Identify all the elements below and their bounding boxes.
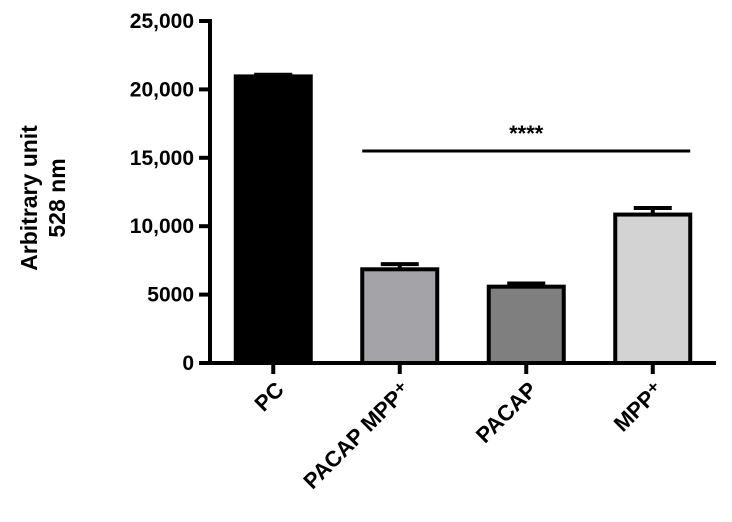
x-tick-label-0: PC xyxy=(249,377,288,416)
y-tick-label-3: 15,000 xyxy=(130,147,194,170)
bar-3 xyxy=(613,212,693,365)
significance-label-0: **** xyxy=(509,121,544,146)
x-tick-label-1: PACAP MPP⁺ xyxy=(298,377,415,494)
bar-1 xyxy=(360,267,440,365)
y-axis-title-line-1: Arbitrary unit xyxy=(16,125,42,271)
y-tick-label-4: 20,000 xyxy=(130,78,194,101)
y-tick-label-1: 5000 xyxy=(147,284,194,307)
y-tick-label-0: 0 xyxy=(182,352,194,375)
x-tick-label-2: PACAP xyxy=(471,377,542,448)
y-axis-title: Arbitrary unit 528 nm xyxy=(16,125,70,271)
bar-0 xyxy=(233,74,313,366)
y-tick-label-2: 10,000 xyxy=(130,215,194,238)
x-tick-label-3: MPP⁺ xyxy=(609,377,669,437)
y-axis-title-line-2: 528 nm xyxy=(44,158,70,237)
bar-2 xyxy=(486,284,566,365)
y-tick-label-5: 25,000 xyxy=(130,10,194,33)
